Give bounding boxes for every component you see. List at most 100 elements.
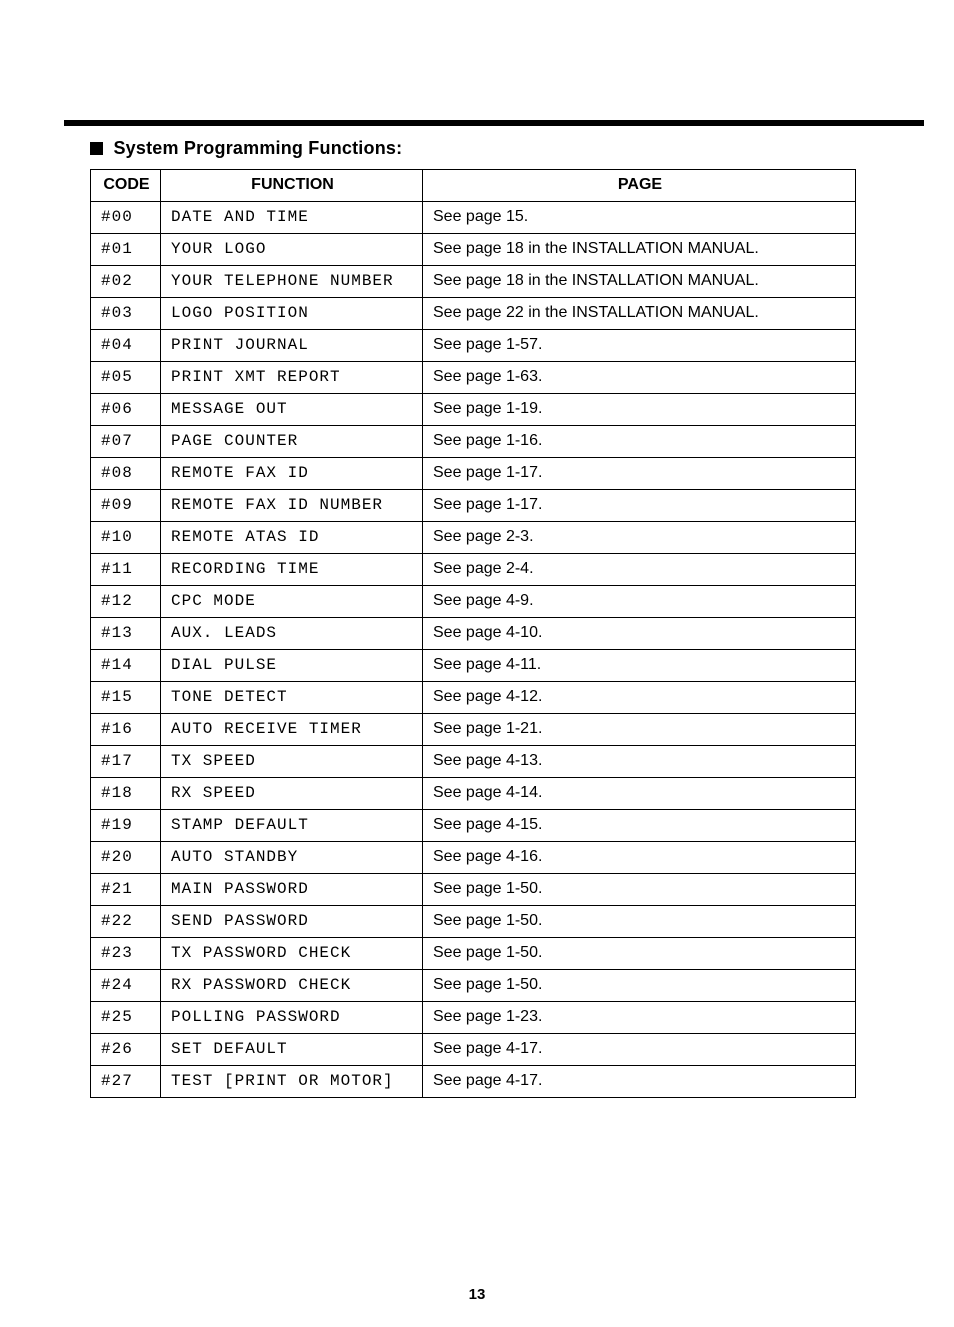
cell-code: #09 [91, 490, 161, 522]
cell-function: SEND PASSWORD [161, 906, 423, 938]
table-row: #03LOGO POSITIONSee page 22 in the INSTA… [91, 298, 856, 330]
cell-code: #19 [91, 810, 161, 842]
cell-code: #17 [91, 746, 161, 778]
cell-page: See page 4-15. [423, 810, 856, 842]
header-function: FUNCTION [161, 170, 423, 202]
cell-code: #13 [91, 618, 161, 650]
section-title: System Programming Functions: [113, 138, 402, 158]
cell-page: See page 1-21. [423, 714, 856, 746]
cell-function: RX SPEED [161, 778, 423, 810]
cell-function: SET DEFAULT [161, 1034, 423, 1066]
cell-page: See page 1-50. [423, 938, 856, 970]
cell-function: POLLING PASSWORD [161, 1002, 423, 1034]
cell-page: See page 4-12. [423, 682, 856, 714]
table-row: #27TEST [PRINT OR MOTOR]See page 4-17. [91, 1066, 856, 1098]
cell-function: PRINT XMT REPORT [161, 362, 423, 394]
cell-page: See page 1-50. [423, 906, 856, 938]
cell-code: #07 [91, 426, 161, 458]
cell-function: PAGE COUNTER [161, 426, 423, 458]
cell-function: TONE DETECT [161, 682, 423, 714]
table-row: #24RX PASSWORD CHECKSee page 1-50. [91, 970, 856, 1002]
cell-function: REMOTE ATAS ID [161, 522, 423, 554]
cell-function: REMOTE FAX ID NUMBER [161, 490, 423, 522]
table-row: #04PRINT JOURNALSee page 1-57. [91, 330, 856, 362]
cell-code: #12 [91, 586, 161, 618]
page-number: 13 [0, 1286, 954, 1303]
cell-function: RX PASSWORD CHECK [161, 970, 423, 1002]
section-title-row: System Programming Functions: [90, 138, 856, 159]
cell-code: #22 [91, 906, 161, 938]
cell-code: #08 [91, 458, 161, 490]
cell-code: #27 [91, 1066, 161, 1098]
cell-function: DIAL PULSE [161, 650, 423, 682]
cell-code: #05 [91, 362, 161, 394]
cell-page: See page 22 in the INSTALLATION MANUAL. [423, 298, 856, 330]
table-row: #10REMOTE ATAS IDSee page 2-3. [91, 522, 856, 554]
functions-table: CODE FUNCTION PAGE #00DATE AND TIMESee p… [90, 169, 856, 1098]
cell-page: See page 1-63. [423, 362, 856, 394]
cell-function: PRINT JOURNAL [161, 330, 423, 362]
top-horizontal-rule [64, 120, 924, 126]
cell-function: AUX. LEADS [161, 618, 423, 650]
table-row: #05PRINT XMT REPORTSee page 1-63. [91, 362, 856, 394]
cell-function: RECORDING TIME [161, 554, 423, 586]
cell-page: See page 1-17. [423, 458, 856, 490]
table-row: #18RX SPEEDSee page 4-14. [91, 778, 856, 810]
cell-function: YOUR LOGO [161, 234, 423, 266]
cell-code: #23 [91, 938, 161, 970]
cell-code: #01 [91, 234, 161, 266]
cell-code: #03 [91, 298, 161, 330]
table-row: #02YOUR TELEPHONE NUMBERSee page 18 in t… [91, 266, 856, 298]
table-row: #12CPC MODESee page 4-9. [91, 586, 856, 618]
cell-function: CPC MODE [161, 586, 423, 618]
cell-page: See page 1-57. [423, 330, 856, 362]
cell-function: YOUR TELEPHONE NUMBER [161, 266, 423, 298]
cell-page: See page 2-4. [423, 554, 856, 586]
header-page: PAGE [423, 170, 856, 202]
cell-function: AUTO STANDBY [161, 842, 423, 874]
cell-code: #24 [91, 970, 161, 1002]
cell-function: TEST [PRINT OR MOTOR] [161, 1066, 423, 1098]
section-system-programming-functions: System Programming Functions: CODE FUNCT… [90, 138, 856, 1098]
cell-function: LOGO POSITION [161, 298, 423, 330]
square-bullet-icon [90, 142, 103, 155]
cell-page: See page 1-23. [423, 1002, 856, 1034]
cell-code: #21 [91, 874, 161, 906]
cell-code: #04 [91, 330, 161, 362]
cell-function: MAIN PASSWORD [161, 874, 423, 906]
cell-page: See page 15. [423, 202, 856, 234]
cell-code: #00 [91, 202, 161, 234]
header-code: CODE [91, 170, 161, 202]
cell-code: #26 [91, 1034, 161, 1066]
cell-code: #11 [91, 554, 161, 586]
table-row: #25POLLING PASSWORDSee page 1-23. [91, 1002, 856, 1034]
table-row: #00DATE AND TIMESee page 15. [91, 202, 856, 234]
table-row: #22SEND PASSWORDSee page 1-50. [91, 906, 856, 938]
table-row: #08REMOTE FAX IDSee page 1-17. [91, 458, 856, 490]
cell-page: See page 4-10. [423, 618, 856, 650]
functions-table-head: CODE FUNCTION PAGE [91, 170, 856, 202]
table-row: #21MAIN PASSWORDSee page 1-50. [91, 874, 856, 906]
table-row: #26SET DEFAULTSee page 4-17. [91, 1034, 856, 1066]
table-row: #09REMOTE FAX ID NUMBERSee page 1-17. [91, 490, 856, 522]
cell-page: See page 4-11. [423, 650, 856, 682]
cell-page: See page 1-17. [423, 490, 856, 522]
table-row: #07PAGE COUNTERSee page 1-16. [91, 426, 856, 458]
cell-page: See page 4-17. [423, 1066, 856, 1098]
table-row: #19STAMP DEFAULTSee page 4-15. [91, 810, 856, 842]
functions-table-body: #00DATE AND TIMESee page 15.#01YOUR LOGO… [91, 202, 856, 1098]
table-row: #13AUX. LEADSSee page 4-10. [91, 618, 856, 650]
table-row: #17TX SPEEDSee page 4-13. [91, 746, 856, 778]
cell-function: MESSAGE OUT [161, 394, 423, 426]
cell-page: See page 4-13. [423, 746, 856, 778]
cell-function: STAMP DEFAULT [161, 810, 423, 842]
table-header-row: CODE FUNCTION PAGE [91, 170, 856, 202]
table-row: #23TX PASSWORD CHECKSee page 1-50. [91, 938, 856, 970]
cell-page: See page 4-9. [423, 586, 856, 618]
cell-page: See page 4-17. [423, 1034, 856, 1066]
document-page: System Programming Functions: CODE FUNCT… [0, 0, 954, 1327]
cell-page: See page 1-16. [423, 426, 856, 458]
cell-page: See page 2-3. [423, 522, 856, 554]
cell-page: See page 18 in the INSTALLATION MANUAL. [423, 234, 856, 266]
cell-page: See page 4-14. [423, 778, 856, 810]
